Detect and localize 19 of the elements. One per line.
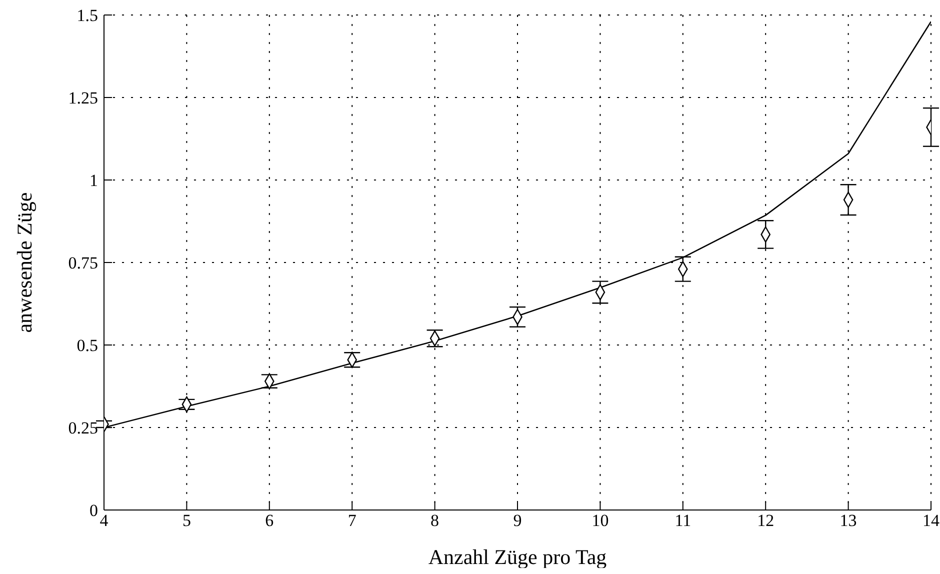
y-tick-label: 1.5 — [76, 6, 98, 26]
x-tick-label: 10 — [592, 511, 609, 530]
x-tick-label: 8 — [430, 511, 440, 530]
x-tick-label: 6 — [265, 511, 274, 530]
x-tick-label: 5 — [182, 511, 191, 530]
y-tick-label: 0 — [90, 501, 98, 520]
x-tick-label: 14 — [922, 511, 940, 530]
y-tick-label: 0.75 — [68, 254, 98, 273]
x-tick-label: 9 — [513, 511, 522, 530]
x-tick-label: 12 — [757, 511, 774, 530]
y-tick-label: 1.25 — [68, 88, 98, 108]
y-tick-label: 1 — [90, 171, 98, 190]
x-tick-label: 7 — [348, 511, 357, 530]
x-tick-label: 13 — [840, 511, 857, 530]
y-tick-label: 0.5 — [76, 336, 98, 356]
y-axis-title: anwesende Züge — [12, 192, 36, 333]
x-tick-label: 11 — [674, 511, 692, 530]
x-tick-label: 4 — [100, 511, 109, 530]
y-tick-label: 0.25 — [68, 418, 98, 438]
